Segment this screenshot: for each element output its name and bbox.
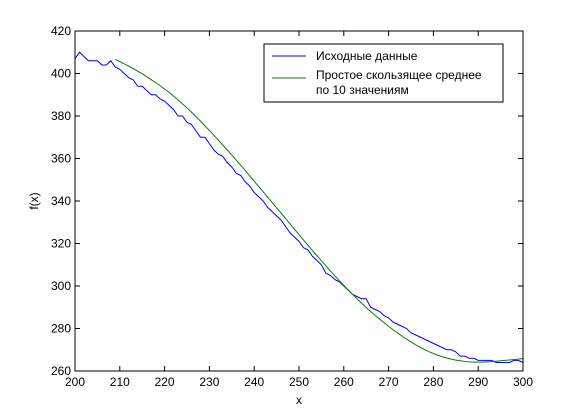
y-tick-label: 260 (51, 364, 71, 378)
y-tick-label: 360 (51, 152, 71, 166)
y-tick-label: 380 (51, 109, 71, 123)
x-tick-label: 200 (65, 375, 85, 389)
x-tick-label: 240 (244, 375, 264, 389)
x-tick-label: 280 (423, 375, 443, 389)
y-tick-label: 300 (51, 279, 71, 293)
y-axis-label: f(x) (27, 192, 41, 209)
x-tick-label: 260 (334, 375, 354, 389)
x-tick-label: 210 (110, 375, 130, 389)
legend-label-moving-average-line1: Простое скользящее среднее (316, 68, 482, 82)
legend-label-original: Исходные данные (316, 49, 418, 63)
axis-layer: 200 210 220 230 240 250 260 270 280 290 300 260 280 3… (51, 24, 533, 389)
series-line-moving-average (115, 59, 524, 363)
series-layer (74, 51, 524, 363)
y-tick-label: 420 (51, 24, 71, 38)
x-tick-label: 270 (379, 375, 399, 389)
y-tick-label: 400 (51, 67, 71, 81)
x-tick-label: 300 (513, 375, 533, 389)
x-axis-label: x (296, 393, 302, 407)
legend: Исходные данные Простое скользящее средн… (263, 43, 504, 103)
series-line-original (74, 51, 524, 363)
x-tick-label: 230 (199, 375, 219, 389)
x-tick-label: 290 (468, 375, 488, 389)
y-tick-label: 320 (51, 237, 71, 251)
y-tick-label: 340 (51, 194, 71, 208)
legend-label-moving-average-line2: по 10 значениям (316, 83, 409, 97)
x-tick-label: 220 (155, 375, 175, 389)
legend-box (263, 43, 504, 103)
x-tick-label: 250 (289, 375, 309, 389)
y-tick-label: 280 (51, 322, 71, 336)
